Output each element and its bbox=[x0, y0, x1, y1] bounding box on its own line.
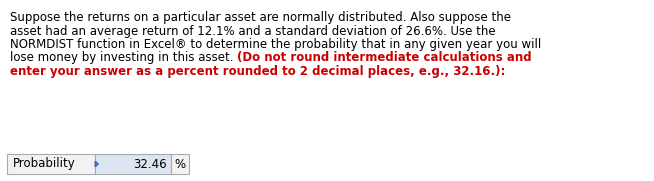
Text: enter your answer as a percent rounded to 2 decimal places, e.g., 32.16.):: enter your answer as a percent rounded t… bbox=[10, 65, 506, 78]
Text: Suppose the returns on a particular asset are normally distributed. Also suppose: Suppose the returns on a particular asse… bbox=[10, 11, 511, 24]
Text: %: % bbox=[175, 157, 186, 171]
Bar bbox=[95, 154, 171, 174]
Text: (Do not round intermediate calculations and: (Do not round intermediate calculations … bbox=[237, 52, 532, 64]
Bar bbox=[7, 154, 95, 174]
Polygon shape bbox=[95, 161, 98, 167]
Text: lose money by investing in this asset.: lose money by investing in this asset. bbox=[10, 52, 237, 64]
Text: Probability: Probability bbox=[13, 157, 76, 171]
Text: NORMDIST function in Excel® to determine the probability that in any given year : NORMDIST function in Excel® to determine… bbox=[10, 38, 542, 51]
Bar bbox=[171, 154, 189, 174]
Text: asset had an average return of 12.1% and a standard deviation of 26.6%. Use the: asset had an average return of 12.1% and… bbox=[10, 24, 496, 37]
Text: 32.46: 32.46 bbox=[133, 157, 167, 171]
